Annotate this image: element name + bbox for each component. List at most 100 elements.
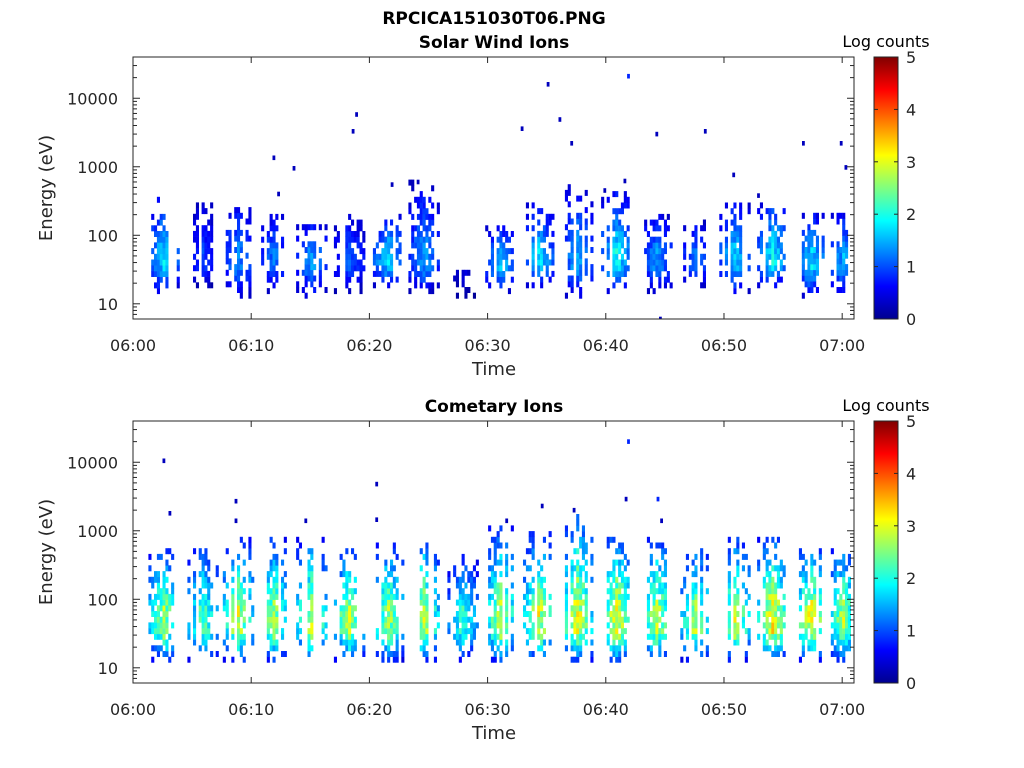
spectrogram-cell — [198, 548, 202, 555]
spectrogram-cell — [700, 565, 704, 572]
spectrogram-cell — [248, 571, 252, 578]
spectrogram-cell — [275, 276, 279, 283]
spectrogram-cell — [813, 559, 817, 566]
spectrogram-cell — [813, 582, 817, 589]
spectrogram-cell — [836, 633, 840, 640]
spectrogram-cell — [510, 553, 514, 560]
spectrogram-cell — [856, 264, 859, 270]
spectrogram-cell — [390, 611, 394, 617]
spectrogram-cell — [842, 258, 846, 265]
spectrogram-cell — [414, 225, 418, 232]
spectrogram-cell — [655, 236, 659, 243]
spectrogram-cell — [815, 269, 819, 276]
spectrogram-cell — [801, 633, 805, 640]
x-tick-label: 06:50 — [701, 336, 747, 355]
spectrogram-cell — [318, 275, 322, 282]
spectrogram-cell — [375, 253, 379, 260]
spectrogram-cell — [392, 576, 396, 583]
spectrogram-cell — [744, 651, 748, 657]
spectrogram-cell — [779, 576, 783, 583]
spectrogram-cell — [510, 525, 514, 532]
spectrogram-cell — [461, 559, 465, 566]
spectrogram-cell — [351, 219, 355, 226]
spectrogram-cell — [499, 542, 503, 549]
spectrogram-cell — [542, 628, 546, 635]
spectrogram-cell — [296, 281, 300, 288]
spectrogram-cell — [269, 242, 273, 249]
spectrogram-cell — [798, 548, 802, 555]
spectrogram-cell — [736, 548, 740, 555]
spectrogram-cell — [567, 229, 571, 236]
spectrogram-cell — [691, 605, 695, 612]
spectrogram-cell — [237, 645, 241, 652]
spectrogram-cell — [615, 242, 619, 249]
spectrogram-cell — [658, 265, 662, 272]
spectrogram-cell — [493, 628, 497, 635]
spectrogram-cell — [537, 588, 541, 595]
spectrogram-cell — [201, 230, 205, 237]
spectrogram-cell — [470, 582, 474, 589]
spectrogram-cell — [348, 599, 352, 606]
spectrogram-cell — [663, 588, 667, 595]
spectrogram-cell — [215, 605, 219, 612]
spectrogram-cell — [222, 576, 226, 583]
spectrogram-cell — [416, 242, 420, 249]
spectrogram-cell — [618, 611, 622, 617]
spectrogram-cell — [733, 202, 737, 209]
spectrogram-cell — [606, 599, 610, 606]
spectrogram-cell — [428, 219, 432, 226]
spectrogram-cell — [485, 276, 489, 283]
spectrogram-cell — [655, 616, 659, 623]
spectrogram-cell — [488, 548, 492, 555]
spectrogram-cell — [488, 525, 492, 532]
spectrogram-cell — [222, 605, 226, 612]
spectrogram-cell — [765, 611, 769, 617]
spectrogram-cell — [356, 225, 360, 232]
spectrogram-cell — [649, 542, 653, 549]
spectrogram-cell — [187, 628, 191, 635]
spectrogram-cell — [351, 253, 355, 260]
spectrogram-cell — [201, 576, 205, 583]
spectrogram-cell — [204, 553, 208, 560]
spectrogram-cell — [156, 553, 160, 560]
spectrogram-cell — [807, 224, 811, 231]
spectrogram-cell — [694, 571, 698, 578]
spectrogram-cell — [620, 548, 624, 555]
colorbar-tick-label: 2 — [906, 569, 916, 588]
spectrogram-cell — [204, 576, 208, 583]
spectrogram-cell — [579, 247, 583, 253]
spectrogram-cell — [455, 269, 459, 276]
spectrogram-cell — [339, 553, 343, 560]
spectrogram-cell — [606, 571, 610, 578]
spectrogram-cell — [836, 571, 840, 578]
spectrogram-cell — [719, 259, 723, 266]
spectrogram-cell — [321, 628, 325, 635]
spectrogram-cell — [623, 565, 627, 572]
spectrogram-cell — [584, 189, 588, 196]
sparse-point — [234, 498, 238, 504]
spectrogram-cell — [581, 553, 585, 560]
spectrogram-cell — [626, 225, 630, 232]
spectrogram-cell — [774, 622, 778, 629]
spectrogram-cell — [620, 265, 624, 272]
spectrogram-cell — [239, 628, 243, 635]
spectrogram-cell — [842, 559, 846, 566]
spectrogram-cell — [207, 588, 211, 595]
spectrogram-cell — [768, 611, 772, 617]
spectrogram-cell — [168, 656, 172, 663]
spectrogram-cell — [207, 593, 211, 600]
spectrogram-cell — [762, 639, 766, 646]
spectrogram-cell — [683, 582, 687, 589]
spectrogram-cell — [154, 225, 158, 232]
spectrogram-cell — [782, 225, 786, 232]
spectrogram-cell — [830, 633, 834, 640]
spectrogram-cell — [540, 265, 544, 272]
x-tick-label: 06:20 — [346, 336, 392, 355]
spectrogram-cell — [239, 633, 243, 640]
spectrogram-cell — [193, 633, 197, 640]
spectrogram-cell — [493, 536, 497, 543]
spectrogram-cell — [601, 202, 605, 209]
spectrogram-cell — [836, 611, 840, 617]
y-axis-label: Energy (eV) — [36, 499, 57, 605]
spectrogram-cell — [612, 616, 616, 623]
